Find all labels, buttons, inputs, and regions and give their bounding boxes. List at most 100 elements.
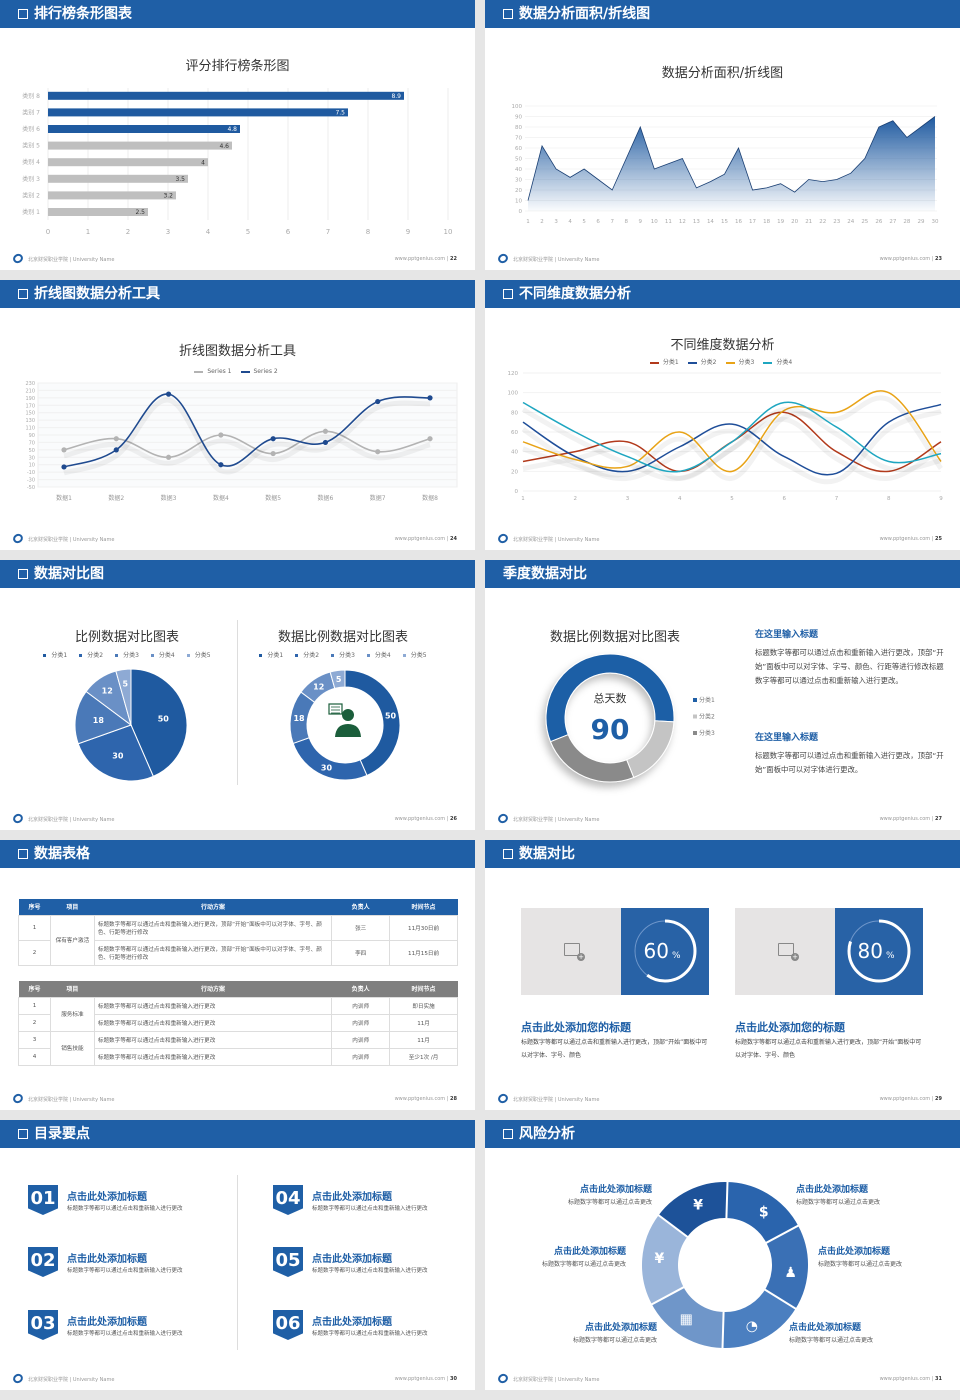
toc-item-title[interactable]: 点击此处添加标题 — [67, 1192, 147, 1203]
footer-school-name: 北京财贸职业学院 | University Name — [513, 1097, 600, 1103]
slide-header-title: 排行榜条形图表 — [34, 6, 132, 22]
legend-item[interactable]: Series 1 — [194, 368, 234, 375]
footer-site[interactable]: www.pptgenius.com | 24 — [395, 536, 457, 542]
footer-site[interactable]: www.pptgenius.com | 28 — [395, 1096, 457, 1102]
risk-item-title[interactable]: 点击此处添加标题 — [789, 1323, 862, 1333]
bar — [48, 125, 240, 133]
footer-site[interactable]: www.pptgenius.com | 25 — [880, 536, 942, 542]
data-point — [270, 436, 276, 442]
legend-item[interactable]: 分类1 — [256, 652, 286, 659]
slide-header: 目录要点 — [0, 1120, 475, 1148]
x-tick-label: 数据6 — [318, 494, 334, 502]
legend-item[interactable]: 分类4 — [148, 652, 178, 659]
y-tick-label: 120 — [508, 371, 519, 377]
card-title[interactable]: 点击此处添加您的标题 — [735, 1021, 845, 1034]
x-tick-label: 29 — [917, 219, 924, 225]
footer-url[interactable]: www.pptgenius.com — [879, 1376, 931, 1382]
card-title[interactable]: 点击此处添加您的标题 — [521, 1021, 631, 1034]
risk-item-title[interactable]: 点击此处添加标题 — [553, 1247, 626, 1257]
footer-site[interactable]: www.pptgenius.com | 27 — [880, 816, 942, 822]
legend-item[interactable]: 分类4 — [763, 359, 795, 366]
legend-swatch-icon — [295, 654, 299, 657]
page-number: 29 — [935, 1096, 942, 1102]
footer-site[interactable]: www.pptgenius.com | 31 — [880, 1376, 942, 1382]
table-cell: 1 — [18, 914, 51, 941]
footer-site[interactable]: www.pptgenius.com | 29 — [880, 1096, 942, 1102]
category-label: 类别 6 — [22, 125, 40, 133]
risk-item-title[interactable]: 点击此处添加标题 — [818, 1247, 891, 1257]
risk-item-title[interactable]: 点击此处添加标题 — [584, 1323, 657, 1333]
pie-chart-icon: ◔ — [746, 1318, 758, 1334]
footer-site[interactable]: www.pptgenius.com | 22 — [395, 256, 457, 262]
footer-site[interactable]: www.pptgenius.com | 30 — [395, 1376, 457, 1382]
series-shadow — [521, 409, 942, 485]
x-tick-label: 3 — [626, 496, 630, 502]
image-add-icon[interactable]: + — [564, 943, 585, 961]
legend-item[interactable]: 分类3 — [112, 652, 142, 659]
y-tick-label: 10 — [515, 199, 522, 205]
pie-slice — [77, 724, 154, 782]
image-placeholder[interactable]: + — [521, 908, 621, 995]
legend-item[interactable]: 分类5 — [184, 652, 214, 659]
x-tick-label: 9 — [939, 496, 943, 502]
legend-item[interactable]: 分类3 — [725, 359, 758, 366]
footer-url[interactable]: www.pptgenius.com — [394, 1376, 446, 1382]
footer-school-name: 北京财贸职业学院 | University Name — [28, 817, 115, 823]
table-cell: 标题数字等都可以通过点击和重新输入进行更改 — [93, 996, 333, 1015]
legend-item[interactable]: 分类1 — [649, 359, 682, 366]
footer-url[interactable]: www.pptgenius.com — [879, 256, 931, 262]
toc-item-title[interactable]: 点击此处添加标题 — [67, 1317, 147, 1328]
footer-separator: | — [930, 256, 936, 262]
x-tick-label: 15 — [721, 219, 728, 225]
footer-url[interactable]: www.pptgenius.com — [394, 1096, 446, 1102]
slide-header-title: 季度数据对比 — [503, 566, 587, 582]
legend-item[interactable]: 分类2 — [687, 359, 720, 366]
footer-url[interactable]: www.pptgenius.com — [394, 536, 446, 542]
toc-item-title[interactable]: 点击此处添加标题 — [67, 1254, 147, 1265]
x-tick-label: 5 — [582, 219, 586, 225]
legend-item[interactable]: 分类5 — [400, 652, 430, 659]
footer-url[interactable]: www.pptgenius.com — [879, 536, 931, 542]
legend-item[interactable]: 分类3 — [328, 652, 358, 659]
y-tick-label: -50 — [27, 485, 35, 491]
legend-item[interactable]: 分类2 — [292, 652, 322, 659]
square-bullet-icon — [503, 849, 513, 859]
series-line — [63, 430, 431, 459]
footer-url[interactable]: www.pptgenius.com — [394, 816, 446, 822]
y-tick-label: 150 — [25, 411, 35, 417]
legend-item[interactable]: 分类1 — [40, 652, 70, 659]
footer-site[interactable]: www.pptgenius.com | 26 — [395, 816, 457, 822]
risk-item-title[interactable]: 点击此处添加标题 — [579, 1185, 652, 1195]
legend-item[interactable]: Series 2 — [240, 368, 281, 375]
x-tick-label: 16 — [735, 219, 742, 225]
footer-url[interactable]: www.pptgenius.com — [394, 256, 446, 262]
legend-swatch-icon — [43, 654, 47, 657]
y-tick-label: 0 — [519, 209, 523, 215]
table-row: 2 标题数字等都可以通过点击和重新输入进行更改，顶部“开始”面板中可以对字体、字号… — [18, 939, 458, 966]
page-number: 28 — [450, 1096, 457, 1102]
toc-item-title[interactable]: 点击此处添加标题 — [312, 1192, 392, 1203]
legend-swatch-icon — [693, 731, 697, 735]
toc-item-title[interactable]: 点击此处添加标题 — [312, 1254, 392, 1265]
legend-item[interactable]: 分类2 — [76, 652, 106, 659]
bar — [48, 141, 232, 150]
legend-item[interactable]: 分类4 — [364, 652, 394, 659]
table-cell: 内训师 — [331, 1013, 391, 1032]
icon-glyph: ◔ — [746, 1318, 758, 1334]
footer-url[interactable]: www.pptgenius.com — [879, 1096, 931, 1102]
risk-item-title[interactable]: 点击此处添加标题 — [796, 1185, 869, 1195]
footer-url[interactable]: www.pptgenius.com — [879, 816, 931, 822]
table-row: 2 标题数字等都可以通过点击和重新输入进行更改 内训师 11月 — [18, 1013, 458, 1032]
risk-item-text: 标题数字等都可以通过点击更改 — [789, 1337, 874, 1344]
square-bullet-icon — [18, 569, 28, 579]
x-tick-label: 21 — [805, 219, 812, 225]
table-cell: 11月 — [389, 1030, 458, 1049]
image-placeholder[interactable]: + — [735, 908, 835, 995]
table-row: 4 标题数字等都可以通过点击和重新输入进行更改 内训师 至少1次 /月 — [18, 1047, 458, 1066]
footer-site[interactable]: www.pptgenius.com | 23 — [880, 256, 942, 262]
column-header: 时间节点 — [411, 986, 436, 994]
toc-item-title[interactable]: 点击此处添加标题 — [312, 1317, 392, 1328]
square-bullet-icon — [18, 849, 28, 859]
slide-header-title: 数据分析面积/折线图 — [519, 6, 651, 22]
image-add-icon[interactable]: + — [778, 943, 799, 961]
